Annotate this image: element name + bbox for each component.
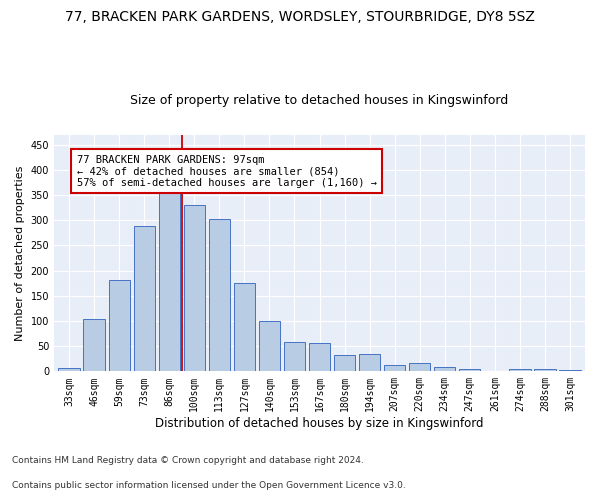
- Bar: [158, 188, 180, 372]
- Bar: [234, 282, 255, 372]
- Bar: [309, 342, 330, 372]
- Bar: [109, 280, 130, 372]
- Bar: [559, 370, 581, 372]
- Bar: [209, 218, 230, 372]
- Bar: [284, 342, 305, 372]
- Y-axis label: Number of detached properties: Number of detached properties: [15, 166, 25, 340]
- X-axis label: Distribution of detached houses by size in Kingswinford: Distribution of detached houses by size …: [155, 417, 484, 430]
- Bar: [83, 320, 105, 372]
- Text: Contains public sector information licensed under the Open Government Licence v3: Contains public sector information licen…: [12, 481, 406, 490]
- Bar: [184, 205, 205, 372]
- Bar: [134, 226, 155, 372]
- Bar: [58, 368, 80, 372]
- Bar: [434, 368, 455, 372]
- Text: 77 BRACKEN PARK GARDENS: 97sqm
← 42% of detached houses are smaller (854)
57% of: 77 BRACKEN PARK GARDENS: 97sqm ← 42% of …: [77, 154, 377, 188]
- Bar: [334, 355, 355, 372]
- Bar: [259, 321, 280, 372]
- Bar: [359, 354, 380, 372]
- Text: Contains HM Land Registry data © Crown copyright and database right 2024.: Contains HM Land Registry data © Crown c…: [12, 456, 364, 465]
- Bar: [409, 364, 430, 372]
- Bar: [459, 369, 481, 372]
- Bar: [384, 366, 406, 372]
- Text: 77, BRACKEN PARK GARDENS, WORDSLEY, STOURBRIDGE, DY8 5SZ: 77, BRACKEN PARK GARDENS, WORDSLEY, STOU…: [65, 10, 535, 24]
- Title: Size of property relative to detached houses in Kingswinford: Size of property relative to detached ho…: [130, 94, 509, 107]
- Bar: [534, 370, 556, 372]
- Bar: [509, 370, 530, 372]
